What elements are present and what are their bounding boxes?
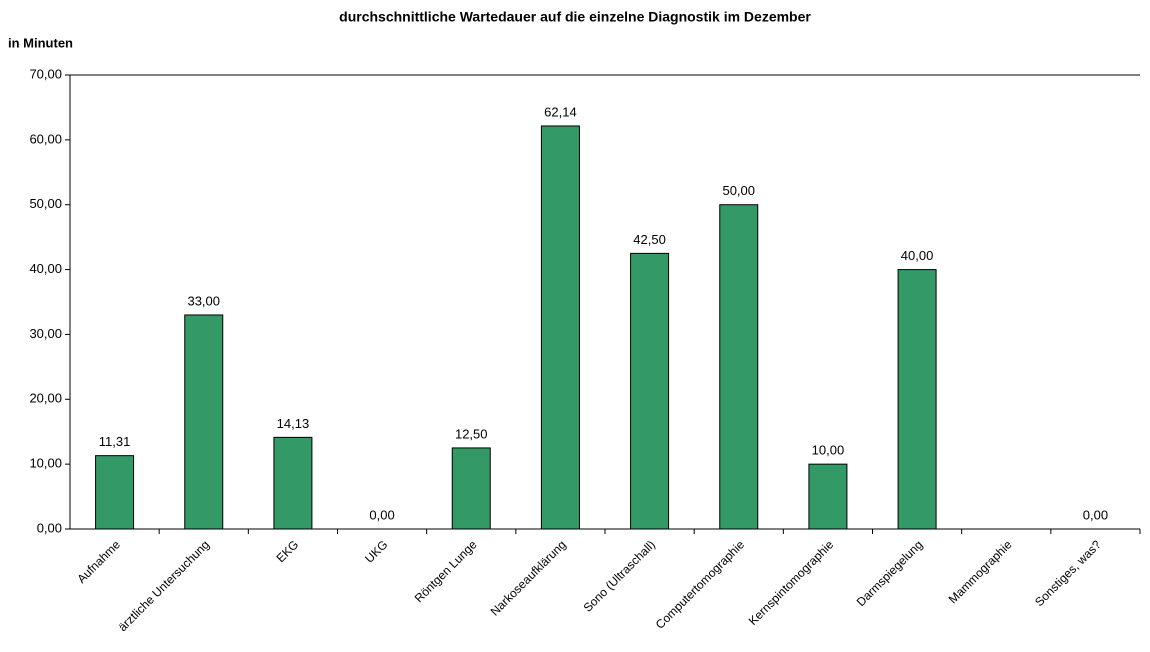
bar — [719, 204, 759, 530]
bar — [184, 314, 224, 530]
value-label: 62,14 — [544, 104, 577, 119]
y-tick-label: 0,00 — [37, 520, 62, 535]
value-label: 33,00 — [187, 293, 220, 308]
x-tick-label: Kernspintomographie — [746, 537, 837, 628]
bar — [630, 252, 670, 530]
value-label: 50,00 — [722, 183, 755, 198]
y-axis-title: in Minuten — [8, 35, 73, 50]
y-tick-label: 60,00 — [29, 131, 62, 146]
x-tick-label: Aufnahme — [74, 537, 123, 586]
x-tick-label: Computertomographie — [653, 537, 748, 632]
y-tick-label: 50,00 — [29, 196, 62, 211]
y-tick-label: 20,00 — [29, 391, 62, 406]
bar — [540, 125, 580, 530]
x-tick-label: UKG — [362, 537, 390, 565]
y-tick-label: 70,00 — [29, 66, 62, 81]
bar — [95, 455, 135, 530]
bar — [808, 463, 848, 530]
value-label: 0,00 — [1083, 507, 1108, 522]
x-tick-label: Darmspiegelung — [854, 537, 926, 609]
value-label: 42,50 — [633, 232, 666, 247]
y-tick-label: 40,00 — [29, 261, 62, 276]
bar — [273, 436, 313, 530]
x-tick-label: EKG — [273, 537, 301, 565]
value-label: 40,00 — [901, 248, 934, 263]
bar — [897, 269, 937, 530]
x-tick-label: Mammographie — [946, 537, 1015, 606]
x-tick-label: Röntgen Lunge — [412, 537, 480, 605]
value-label: 14,13 — [277, 416, 310, 431]
x-tick-label: Sono (Ultraschall) — [581, 537, 658, 614]
chart-title: durchschnittliche Wartedauer auf die ein… — [339, 9, 811, 25]
value-label: 10,00 — [812, 443, 845, 458]
y-tick-label: 10,00 — [29, 456, 62, 471]
x-tick-label: Sonstiges, was? — [1032, 537, 1104, 609]
value-label: 11,31 — [99, 434, 131, 449]
value-label: 0,00 — [369, 507, 394, 522]
x-tick-label: ärztliche Untersuchung — [115, 537, 212, 634]
x-tick-label: Narkoseaufklärung — [488, 537, 569, 618]
y-tick-label: 30,00 — [29, 326, 62, 341]
bar — [451, 447, 491, 530]
value-label: 12,50 — [455, 426, 488, 441]
